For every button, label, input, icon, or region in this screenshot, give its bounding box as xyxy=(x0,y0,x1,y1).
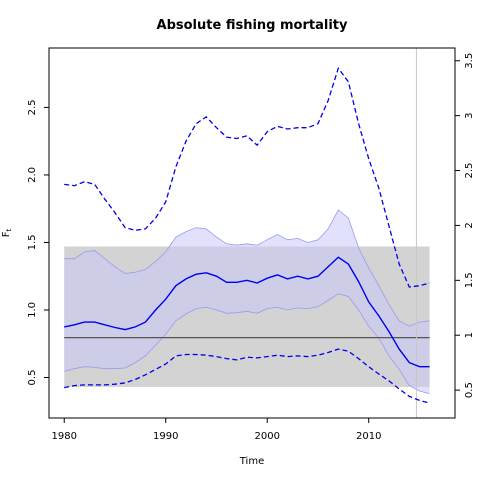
y-tick-label: 2.0 xyxy=(27,167,38,183)
y-tick-label: 1.5 xyxy=(27,234,38,250)
ci-upper-border xyxy=(64,209,430,327)
ci-lower-border xyxy=(64,293,430,395)
right-tick-label: 2.5 xyxy=(464,163,475,179)
chart-title: Absolute fishing mortality xyxy=(157,18,348,33)
right-tick-label: 1 xyxy=(464,332,475,338)
right-tick-label: 0.5 xyxy=(464,382,475,398)
estimate-line xyxy=(64,256,430,368)
x-tick-label: 1990 xyxy=(153,431,178,442)
ci-upper-dashed-line xyxy=(64,66,430,288)
right-tick-label: 2 xyxy=(464,222,475,228)
y-tick-label: 0.5 xyxy=(27,370,38,386)
plot-area xyxy=(64,48,430,418)
right-tick-label: 1.5 xyxy=(464,272,475,288)
x-tick-label: 2000 xyxy=(254,431,279,442)
axes: 1980 1990 2000 2010 0.5 1.0 1.5 2.0 2.5 0.5 1 1.5 2 2… xyxy=(27,47,475,442)
x-axis-label: Time xyxy=(239,456,264,467)
y-axis-label-subscript: t xyxy=(5,228,13,231)
y-tick-label: 2.5 xyxy=(27,99,38,115)
right-tick-label: 3.5 xyxy=(464,53,475,69)
x-tick-label: 2010 xyxy=(356,431,381,442)
right-tick-label: 3 xyxy=(464,112,475,118)
y-axis-label-main: F xyxy=(1,231,12,237)
y-tick-label: 1.0 xyxy=(27,302,38,318)
y-axis-label: Ft xyxy=(1,228,13,237)
plot-frame xyxy=(48,47,456,419)
confidence-ribbon xyxy=(64,210,430,394)
x-tick-label: 1980 xyxy=(51,431,76,442)
